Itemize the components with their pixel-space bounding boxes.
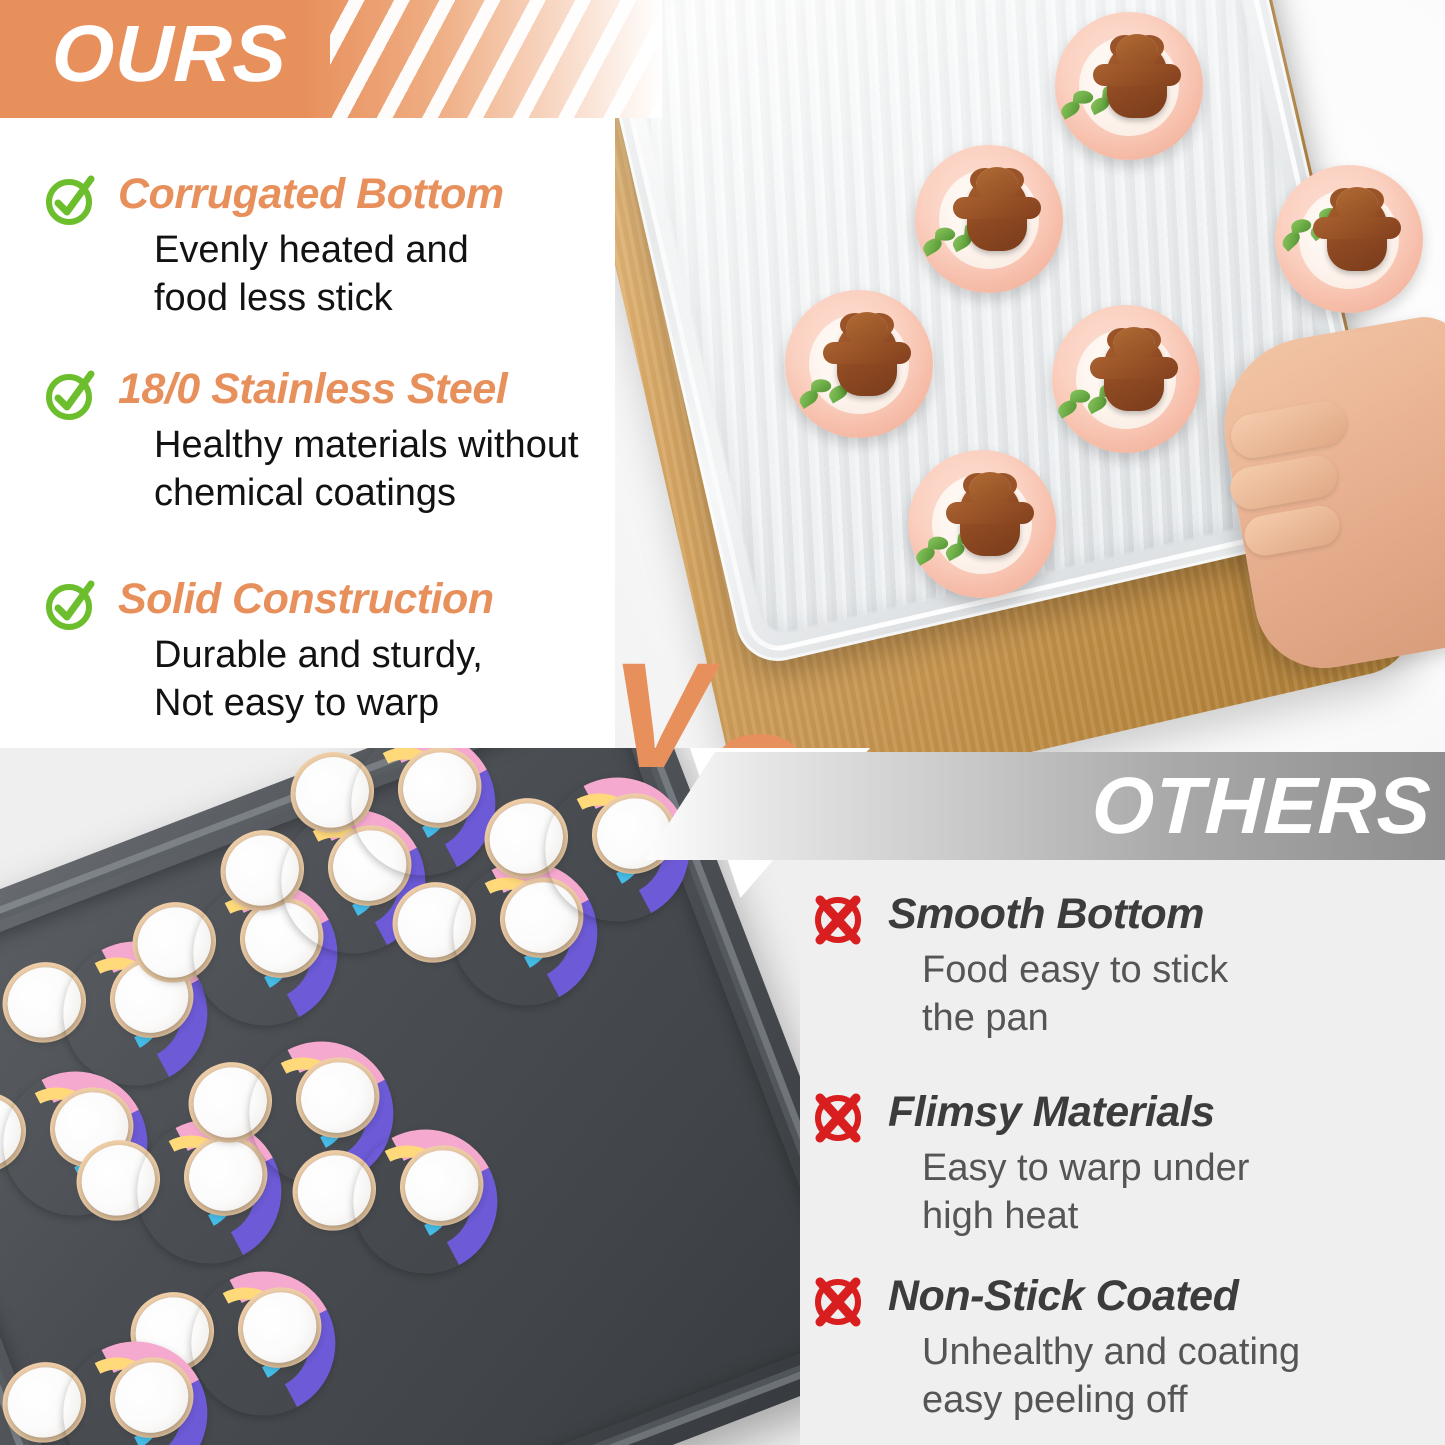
bear-shape: [953, 167, 1041, 251]
ours-feature-desc: Durable and sturdy, Not easy to warp: [154, 634, 483, 724]
bear-cookie: [908, 450, 1056, 598]
steel-tray-photo: [615, 0, 1445, 760]
check-circle-icon: [44, 174, 96, 226]
bear-cookie: [785, 290, 933, 438]
ours-header-title: OURS: [50, 9, 289, 98]
check-circle-icon: [44, 579, 96, 631]
others-feature-title: Flimsy Materials: [888, 1088, 1215, 1136]
others-feature-title: Non-Stick Coated: [888, 1272, 1239, 1320]
finger: [1226, 452, 1341, 513]
finger: [1241, 502, 1343, 559]
bear-cookie: [1055, 12, 1203, 160]
bear-shape: [1313, 187, 1401, 271]
bear-cookie-held: [1275, 165, 1423, 313]
bear-shape: [823, 312, 911, 396]
check-circle-icon: [44, 369, 96, 421]
bear-cookie: [915, 145, 1063, 293]
ours-feature-title: Solid Construction: [118, 575, 494, 623]
x-circle-icon: [812, 1092, 864, 1144]
x-circle-icon: [812, 894, 864, 946]
ours-header: OURS: [0, 0, 662, 118]
ours-feature-desc: Evenly heated and food less stick: [154, 229, 469, 319]
finger: [1227, 398, 1350, 462]
others-header-title: OTHERS: [1090, 761, 1433, 850]
versus-v: V: [610, 631, 711, 799]
others-feature-desc: Unhealthy and coating easy peeling off: [922, 1331, 1301, 1421]
others-feature-title: Smooth Bottom: [888, 890, 1204, 938]
ours-feature-title: 18/0 Stainless Steel: [118, 365, 508, 413]
bear-cookie: [1052, 305, 1200, 453]
x-circle-icon: [812, 1276, 864, 1328]
bear-shape: [1090, 327, 1178, 411]
bear-shape: [946, 472, 1034, 556]
diagonal-stripes-decoration: [330, 0, 662, 118]
others-feature-desc: Easy to warp under high heat: [922, 1147, 1250, 1237]
bear-shape: [1093, 34, 1181, 118]
others-feature-desc: Food easy to stick the pan: [922, 949, 1229, 1039]
ours-feature-desc: Healthy materials without chemical coati…: [154, 424, 579, 514]
ours-feature-title: Corrugated Bottom: [118, 170, 504, 218]
rainbow-cookie: [285, 748, 514, 894]
others-header: OTHERS: [645, 752, 1445, 860]
